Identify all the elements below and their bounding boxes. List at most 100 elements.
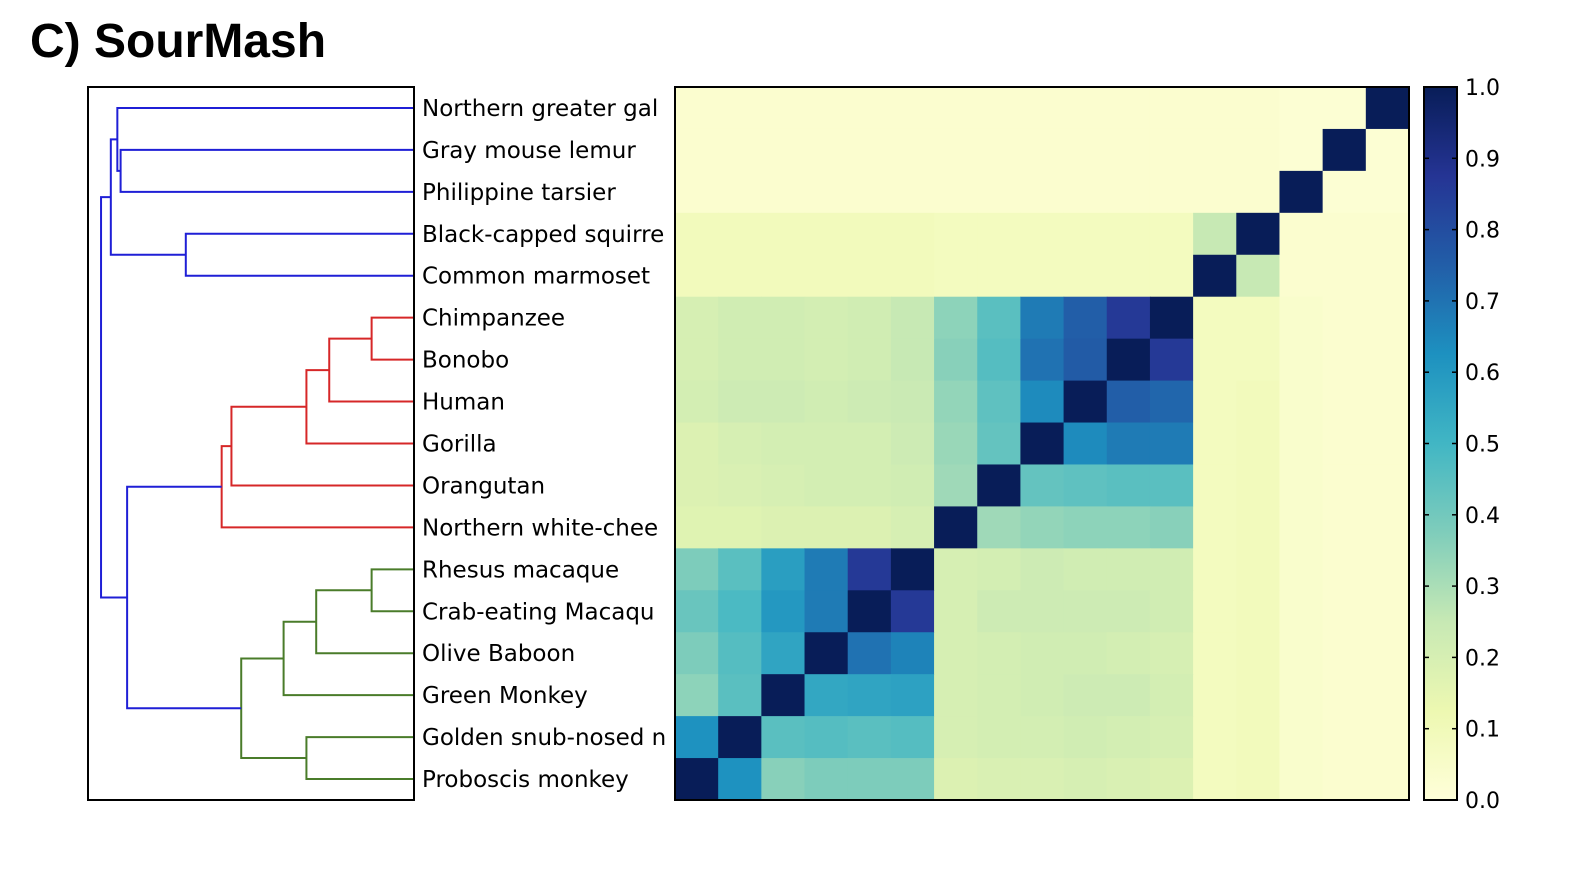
heatmap-cell bbox=[890, 87, 935, 130]
colorbar-tick-label: 0.1 bbox=[1465, 718, 1500, 743]
heatmap-cell bbox=[1279, 170, 1324, 214]
heatmap-cell bbox=[804, 506, 849, 549]
heatmap-cell bbox=[1236, 128, 1281, 172]
heatmap-cell bbox=[804, 632, 849, 675]
heatmap-cell bbox=[1236, 212, 1281, 256]
dendrogram-link bbox=[305, 369, 414, 445]
heatmap-cell bbox=[847, 338, 892, 382]
heatmap-cell bbox=[934, 170, 978, 214]
heatmap-cell bbox=[718, 632, 762, 675]
row-label-northern-greater-gal: Northern greater gal bbox=[422, 96, 658, 122]
heatmap-cell bbox=[977, 212, 1022, 256]
heatmap-cell bbox=[1020, 632, 1065, 675]
heatmap-cell bbox=[977, 590, 1022, 633]
heatmap-cell bbox=[977, 758, 1022, 801]
heatmap-cell bbox=[890, 254, 935, 298]
heatmap-cell bbox=[1193, 170, 1237, 214]
heatmap-cell bbox=[675, 87, 719, 130]
heatmap-cell bbox=[804, 590, 849, 633]
row-labels: Northern greater gal Gray mouse lemur Phil… bbox=[422, 96, 666, 793]
heatmap-cell bbox=[847, 128, 892, 172]
heatmap-cell bbox=[675, 548, 719, 591]
heatmap-cell bbox=[1149, 296, 1194, 340]
heatmap-cell bbox=[1149, 464, 1194, 508]
heatmap-cell bbox=[761, 548, 806, 591]
heatmap-cell bbox=[934, 590, 978, 633]
heatmap-cell bbox=[1279, 674, 1324, 717]
heatmap-cell bbox=[934, 254, 978, 298]
heatmap-cell bbox=[1365, 254, 1410, 298]
heatmap-cell bbox=[1149, 590, 1194, 633]
heatmap-cell bbox=[761, 254, 806, 298]
dendrogram bbox=[100, 106, 414, 781]
heatmap-cell bbox=[1279, 422, 1324, 466]
heatmap-cell bbox=[1106, 548, 1151, 591]
heatmap-cell bbox=[761, 128, 806, 172]
heatmap-cell bbox=[1020, 128, 1065, 172]
colorbar-tick-label: 0.2 bbox=[1465, 646, 1500, 671]
heatmap-cell bbox=[1193, 296, 1237, 340]
heatmap-cell bbox=[718, 590, 762, 633]
heatmap-cell bbox=[890, 590, 935, 633]
row-label-crab-eating-macaqu: Crab-eating Macaqu bbox=[422, 599, 655, 625]
heatmap-cell bbox=[804, 87, 849, 130]
dendrogram-link bbox=[240, 657, 307, 760]
dendrogram-link bbox=[230, 405, 414, 487]
heatmap-cell bbox=[890, 128, 935, 172]
row-label-orangutan: Orangutan bbox=[422, 473, 545, 499]
dendrogram-link bbox=[119, 148, 414, 193]
heatmap-cell bbox=[1322, 674, 1367, 717]
heatmap-cell bbox=[1365, 464, 1410, 508]
heatmap-cell bbox=[1149, 212, 1194, 256]
heatmap-cell bbox=[1020, 716, 1065, 759]
heatmap-cell bbox=[675, 254, 719, 298]
heatmap-cell bbox=[761, 170, 806, 214]
heatmap-cell bbox=[718, 422, 762, 466]
heatmap-cell bbox=[1365, 296, 1410, 340]
heatmap-cell bbox=[1279, 506, 1324, 549]
heatmap-cell bbox=[1063, 380, 1108, 424]
heatmap-cell bbox=[890, 548, 935, 591]
heatmap-cell bbox=[847, 716, 892, 759]
heatmap-cell bbox=[675, 380, 719, 424]
heatmap-cell bbox=[1149, 338, 1194, 382]
heatmap-cell bbox=[1020, 87, 1065, 130]
dendrogram-link bbox=[100, 196, 128, 599]
heatmap-cell bbox=[1106, 254, 1151, 298]
colorbar-tick-label: 0.0 bbox=[1465, 789, 1500, 814]
heatmap-cell bbox=[804, 422, 849, 466]
heatmap-cell bbox=[1322, 464, 1367, 508]
heatmap-cell bbox=[1106, 632, 1151, 675]
heatmap-cell bbox=[890, 632, 935, 675]
heatmap-cell bbox=[890, 716, 935, 759]
row-label-gray-mouse-lemur: Gray mouse lemur bbox=[422, 138, 636, 164]
heatmap-cell bbox=[804, 128, 849, 172]
heatmap-cell bbox=[847, 87, 892, 130]
heatmap-cell bbox=[1063, 212, 1108, 256]
heatmap-cell bbox=[1063, 87, 1108, 130]
heatmap-cell bbox=[1106, 128, 1151, 172]
heatmap-cell bbox=[1193, 212, 1237, 256]
heatmap-cell bbox=[804, 254, 849, 298]
heatmap-cell bbox=[761, 506, 806, 549]
heatmap-cell bbox=[1279, 590, 1324, 633]
heatmap-cell bbox=[1193, 716, 1237, 759]
heatmap-cell bbox=[1063, 170, 1108, 214]
heatmap-cell bbox=[1020, 338, 1065, 382]
heatmap-cell bbox=[1365, 506, 1410, 549]
heatmap-cell bbox=[1365, 758, 1410, 801]
heatmap-cell bbox=[1020, 380, 1065, 424]
heatmap-cell bbox=[1063, 716, 1108, 759]
heatmap-cell bbox=[1193, 674, 1237, 717]
heatmap-cell bbox=[1020, 464, 1065, 508]
heatmap-cell bbox=[977, 254, 1022, 298]
heatmap-cell bbox=[977, 506, 1022, 549]
heatmap-cell bbox=[761, 464, 806, 508]
heatmap-cell bbox=[804, 716, 849, 759]
heatmap-cell bbox=[1279, 296, 1324, 340]
heatmap-cell bbox=[934, 87, 978, 130]
heatmap-cell bbox=[1236, 338, 1281, 382]
row-label-rhesus-macaque: Rhesus macaque bbox=[422, 557, 619, 583]
row-label-gorilla: Gorilla bbox=[422, 432, 497, 458]
heatmap-cell bbox=[1020, 296, 1065, 340]
